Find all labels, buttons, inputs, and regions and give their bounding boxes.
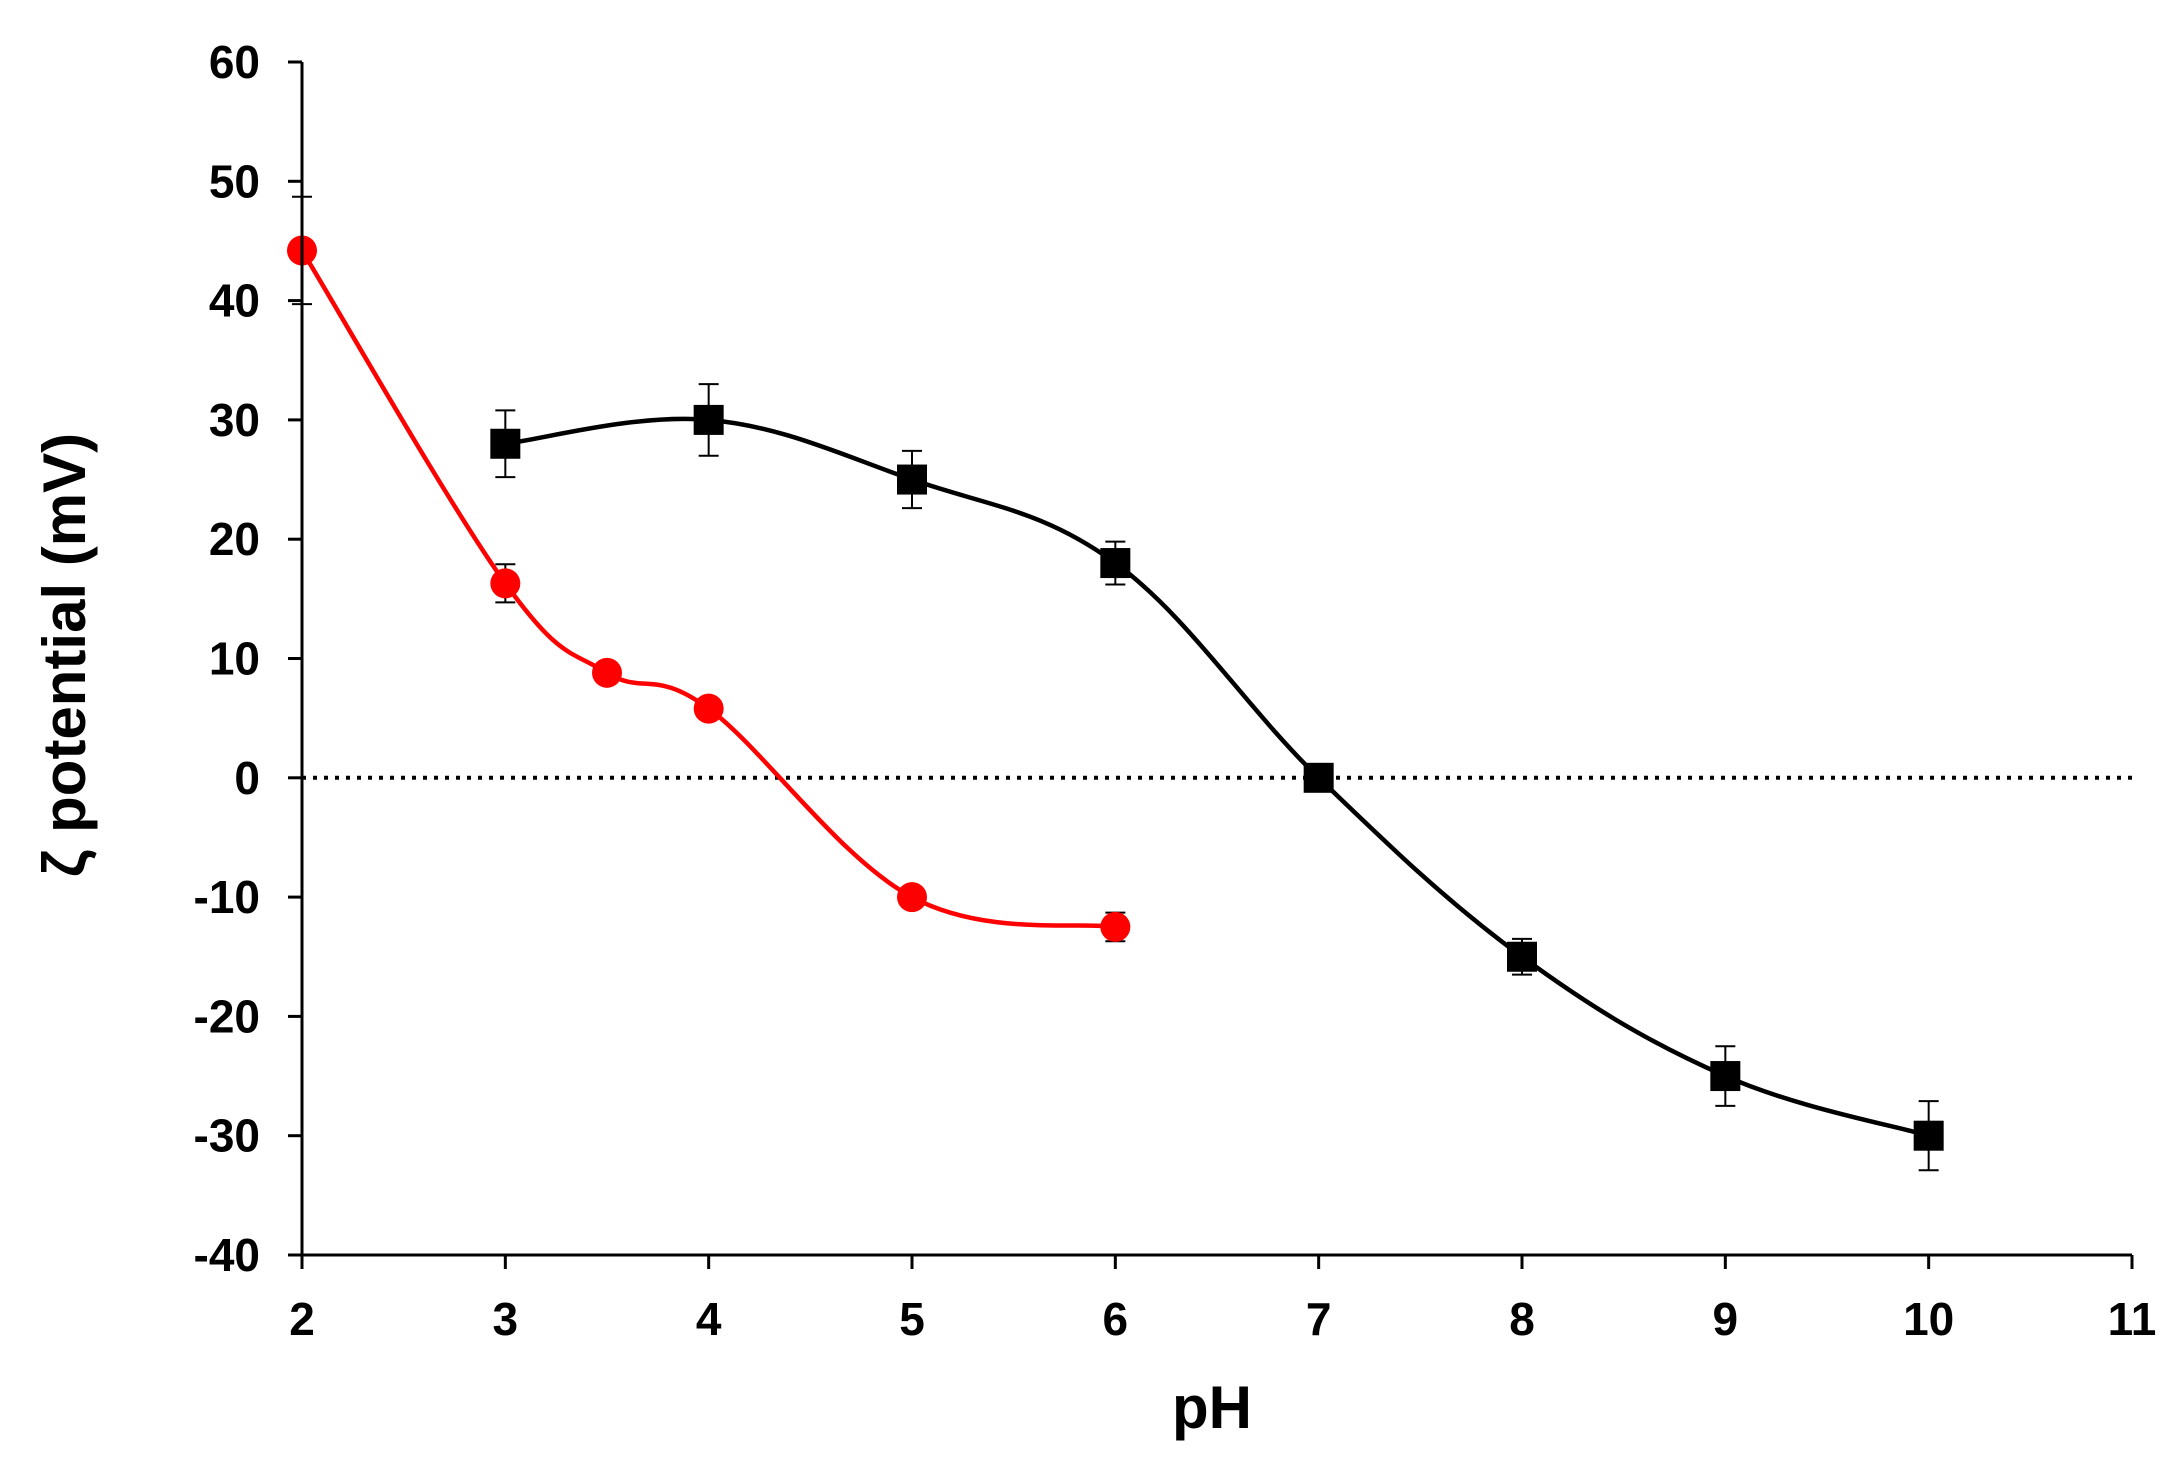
data-point-square — [1303, 762, 1334, 793]
x-tick-label: 10 — [1903, 1293, 1954, 1345]
y-tick-label: 40 — [209, 275, 260, 327]
data-point-circle — [592, 657, 622, 688]
data-point-circle — [897, 882, 927, 913]
axes-layer: 60 50 40 30 20 10 0 -10 -20 -30 -40 2 3 4 5 6 7 8 9 10 11 — [194, 36, 2157, 1345]
x-tick-label: 2 — [289, 1293, 315, 1345]
y-axis-title: ζ potential (mV) — [31, 433, 98, 877]
x-tick-label: 9 — [1713, 1293, 1739, 1345]
data-point-square — [1710, 1061, 1741, 1092]
x-axis-title: pH — [1172, 1374, 1252, 1441]
data-point-circle — [490, 568, 521, 599]
x-tick-label: 5 — [899, 1293, 925, 1345]
data-point-circle — [1100, 911, 1131, 942]
y-tick-label: 30 — [209, 394, 260, 446]
y-tick-label: -40 — [194, 1229, 260, 1281]
y-tick-label: -30 — [194, 1110, 260, 1162]
data-point-square — [490, 428, 521, 459]
x-tick-label: 6 — [1103, 1293, 1129, 1345]
x-tick-label: 11 — [2108, 1293, 2157, 1345]
y-tick-label: 20 — [209, 513, 260, 565]
y-tick-label: 50 — [209, 155, 260, 207]
series-line — [505, 416, 1930, 1138]
y-tick-label: -10 — [194, 871, 260, 923]
data-point-square — [1913, 1120, 1944, 1151]
data-point-square — [693, 404, 724, 435]
x-tick-label: 8 — [1509, 1293, 1535, 1345]
data-point-square — [1100, 548, 1131, 579]
data-point-circle — [693, 693, 724, 724]
x-tick-label: 4 — [696, 1293, 722, 1345]
y-tick-label: 10 — [209, 633, 260, 685]
x-tick-label: 7 — [1306, 1293, 1332, 1345]
series-line — [300, 249, 1116, 930]
series-black-squares — [490, 383, 1944, 1172]
y-tick-label: -20 — [194, 990, 260, 1042]
series-red-circles — [287, 195, 1131, 943]
y-tick-label: 60 — [209, 36, 260, 88]
y-tick-label: 0 — [234, 752, 260, 804]
data-point-square — [1507, 941, 1537, 972]
series-layer — [287, 195, 1944, 1172]
x-tick-label: 3 — [493, 1293, 519, 1345]
data-point-square — [897, 464, 927, 495]
